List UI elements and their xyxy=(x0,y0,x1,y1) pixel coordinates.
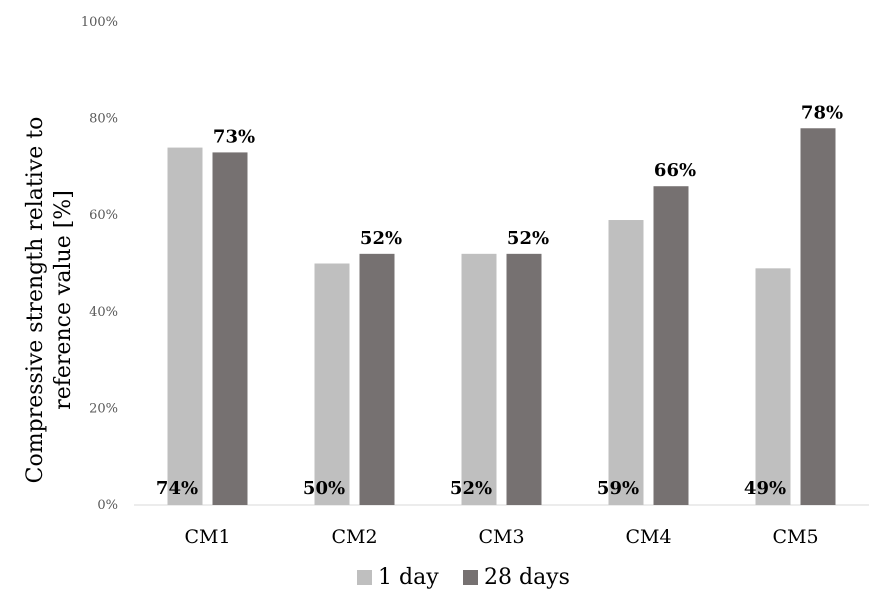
y-axis-title-line-2: reference value [%] xyxy=(51,190,76,410)
bar-cm1-series-1 xyxy=(167,147,203,505)
data-label-cm1-series-1: 74% xyxy=(156,478,198,499)
legend-label-series-2: 28 days xyxy=(484,565,570,590)
y-tick-label: 80% xyxy=(89,112,118,127)
bar-cm4-series-2 xyxy=(653,186,689,505)
x-category-label: CM1 xyxy=(184,526,230,548)
data-label-cm3-series-2: 52% xyxy=(507,228,549,249)
legend-swatch-series-1 xyxy=(357,570,372,585)
y-tick-label: 0% xyxy=(97,498,118,513)
data-label-cm1-series-2: 73% xyxy=(213,126,255,147)
x-category-label: CM2 xyxy=(331,526,377,548)
x-category-label: CM3 xyxy=(478,526,524,548)
bar-series xyxy=(167,128,836,505)
x-category-label: CM4 xyxy=(625,526,671,548)
data-label-cm2-series-2: 52% xyxy=(360,228,402,249)
y-axis-title: Compressive strength relative to referen… xyxy=(23,117,76,484)
legend-swatch-series-2 xyxy=(463,570,478,585)
data-label-cm5-series-1: 49% xyxy=(744,478,786,499)
legend-label-series-1: 1 day xyxy=(378,565,439,590)
data-label-cm4-series-2: 66% xyxy=(654,160,696,181)
data-label-cm3-series-1: 52% xyxy=(450,478,492,499)
bar-cm3-series-1 xyxy=(461,253,497,505)
data-label-cm2-series-1: 50% xyxy=(303,478,345,499)
bar-cm5-series-2 xyxy=(800,128,836,505)
bar-cm3-series-2 xyxy=(506,253,542,505)
y-tick-label: 40% xyxy=(89,305,118,320)
data-labels: 74% 73% 50% 52% 52% 52% 59% 66% 49% 78% xyxy=(156,102,843,499)
bar-cm1-series-2 xyxy=(212,152,248,505)
y-tick-label: 60% xyxy=(89,208,118,223)
y-tick-label: 20% xyxy=(89,401,118,416)
bar-cm2-series-1 xyxy=(314,263,350,505)
y-tick-label: 100% xyxy=(81,15,118,30)
bar-cm4-series-1 xyxy=(608,220,644,505)
x-axis-categories: CM1 CM2 CM3 CM4 CM5 xyxy=(184,526,818,548)
y-axis-title-line-1: Compressive strength relative to xyxy=(23,117,48,484)
bar-cm2-series-2 xyxy=(359,253,395,505)
x-category-label: CM5 xyxy=(772,526,818,548)
data-label-cm4-series-1: 59% xyxy=(597,478,639,499)
bar-cm5-series-1 xyxy=(755,268,791,505)
y-axis-ticks: 0% 20% 40% 60% 80% 100% xyxy=(81,15,118,513)
legend: 1 day 28 days xyxy=(357,565,570,590)
data-label-cm5-series-2: 78% xyxy=(801,102,843,123)
